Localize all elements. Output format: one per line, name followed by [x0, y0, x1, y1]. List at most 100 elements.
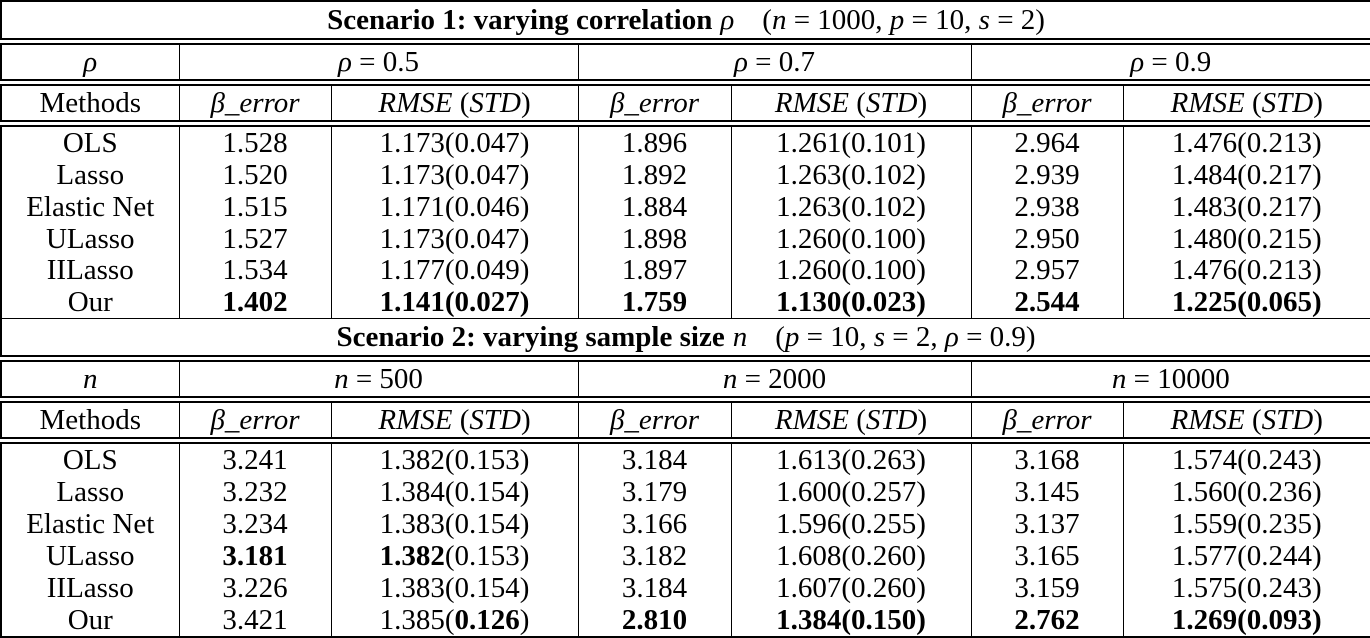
beta-error-value: 1.898 [621, 222, 688, 255]
method-name-cell: Our [0, 604, 180, 637]
rmse-value: 1.613 [776, 444, 842, 477]
beta-error-value-cell: 1.892 [577, 159, 732, 191]
beta-error-value: 3.168 [1014, 444, 1080, 477]
rmse-value: 1.263 [776, 190, 842, 223]
std-value: 0.236 [1246, 476, 1313, 509]
beta-error-value: 3.182 [621, 540, 688, 572]
table-row-ols: OLS 1.528 1.173(0.047) 1.896 1.261(0.101) 2.9… [0, 123, 1370, 160]
std-value: 0.047 [454, 126, 520, 159]
rmse-value-cell: 1.384(0.150) [730, 604, 972, 637]
rmse-value-cell: 1.260(0.100) [730, 222, 972, 255]
rmse-value-cell: 1.575(0.243) [1122, 572, 1370, 604]
group-header-cell: n = 2000 [577, 358, 972, 404]
beta-error-value-cell: 2.810 [577, 604, 732, 637]
beta-error-value-cell: 2.762 [970, 604, 1124, 637]
std-value: 0.100 [851, 254, 917, 287]
group-label-cell: ρ [0, 41, 180, 86]
std-value: 0.150 [851, 604, 917, 636]
std-value: 0.153 [454, 540, 520, 572]
scenario-title-variable: ρ [720, 3, 735, 36]
std-value: 0.154 [454, 572, 520, 604]
rmse-value: 1.384 [776, 604, 842, 636]
rmse-value: 1.173 [379, 159, 445, 191]
beta-error-value: 1.520 [222, 159, 288, 191]
rmse-value: 1.173 [379, 222, 445, 255]
std-value: 0.027 [454, 286, 520, 319]
beta-error-value-cell: 2.938 [970, 190, 1124, 223]
method-name-cell: Elastic Net [0, 190, 180, 223]
std-value: 0.154 [454, 508, 520, 541]
beta-error-value-cell: 2.544 [970, 286, 1124, 320]
rmse-value-cell: 1.382(0.153) [330, 440, 579, 477]
beta-error-header-cell: β_error [178, 82, 332, 127]
rmse-value: 1.260 [776, 254, 842, 287]
beta-error-value-cell: 1.759 [577, 286, 732, 320]
beta-error-value: 3.184 [621, 572, 688, 604]
beta-error-header-cell: β_error [970, 399, 1124, 445]
method-name-cell: Elastic Net [0, 508, 180, 541]
beta-error-value: 1.527 [222, 222, 288, 255]
std-value: 0.023 [851, 286, 917, 319]
std-value: 0.213 [1246, 126, 1313, 159]
rmse-value: 1.476 [1171, 126, 1238, 159]
method-name-cell: ULasso [0, 540, 180, 573]
rmse-value-cell: 1.225(0.065) [1122, 286, 1370, 320]
method-name-cell: ULasso [0, 222, 180, 255]
rmse-value: 1.574 [1171, 444, 1238, 477]
std-value: 0.243 [1246, 444, 1313, 477]
beta-error-value: 3.421 [222, 604, 288, 636]
rmse-value: 1.171 [379, 190, 445, 223]
std-value: 0.243 [1246, 572, 1313, 604]
std-value: 0.093 [1246, 604, 1313, 636]
beta-error-value: 1.528 [222, 126, 288, 159]
beta-error-value-cell: 1.898 [577, 222, 732, 255]
rmse-value: 1.382 [379, 540, 445, 572]
beta-error-value: 1.402 [222, 286, 288, 319]
beta-error-value: 1.759 [621, 286, 688, 319]
beta-error-value-cell: 1.896 [577, 123, 732, 160]
std-value: 0.217 [1246, 159, 1313, 191]
rmse-value-cell: 1.171(0.046) [330, 190, 579, 223]
scenario-title-parameters: (p = 10, s = 2, ρ = 0.9) [775, 321, 1036, 354]
scenario-title-parameters: (n = 1000, p = 10, s = 2) [762, 3, 1045, 36]
beta-error-value: 3.165 [1014, 540, 1080, 572]
beta-error-value-cell: 3.159 [970, 572, 1124, 604]
rmse-value: 1.269 [1171, 604, 1238, 636]
beta-error-value-cell: 1.897 [577, 254, 732, 287]
beta-error-value-cell: 3.184 [577, 572, 732, 604]
beta-error-value: 2.938 [1014, 190, 1080, 223]
std-value: 0.217 [1246, 190, 1313, 223]
beta-error-value: 2.544 [1014, 286, 1080, 319]
std-value: 0.263 [851, 444, 917, 477]
beta-error-value: 1.892 [621, 159, 688, 191]
std-value: 0.101 [851, 126, 917, 159]
beta-error-header-cell: β_error [178, 399, 332, 445]
std-value: 0.047 [454, 159, 520, 191]
rmse-value-cell: 1.263(0.102) [730, 190, 972, 223]
rmse-value-cell: 1.173(0.047) [330, 159, 579, 191]
rmse-value-cell: 1.607(0.260) [730, 572, 972, 604]
std-value: 0.244 [1246, 540, 1313, 572]
rmse-value-cell: 1.173(0.047) [330, 123, 579, 160]
table-row-iilasso: IILasso 1.534 1.177(0.049) 1.897 1.260(0.100… [0, 254, 1370, 287]
beta-error-value: 2.957 [1014, 254, 1080, 287]
beta-error-value-cell: 2.950 [970, 222, 1124, 255]
std-value: 0.049 [454, 254, 520, 287]
beta-error-value-cell: 3.166 [577, 508, 732, 541]
beta-error-value: 2.950 [1014, 222, 1080, 255]
rmse-value: 1.575 [1171, 572, 1238, 604]
beta-error-value-cell: 3.226 [178, 572, 332, 604]
beta-error-value-cell: 3.234 [178, 508, 332, 541]
rmse-value: 1.173 [379, 126, 445, 159]
beta-error-value-cell: 1.520 [178, 159, 332, 191]
rmse-header-cell: RMSE (STD) [730, 82, 972, 127]
rmse-value: 1.600 [776, 476, 842, 509]
scenario-title-text: Scenario 2: varying sample size [336, 321, 725, 354]
table-row-elastic-net: Elastic Net 3.234 1.383(0.154) 3.166 1.596(0… [0, 508, 1370, 541]
rmse-value: 1.560 [1171, 476, 1238, 509]
beta-error-value-cell: 2.957 [970, 254, 1124, 287]
rmse-value-cell: 1.483(0.217) [1122, 190, 1370, 223]
method-name-cell: IILasso [0, 254, 180, 287]
